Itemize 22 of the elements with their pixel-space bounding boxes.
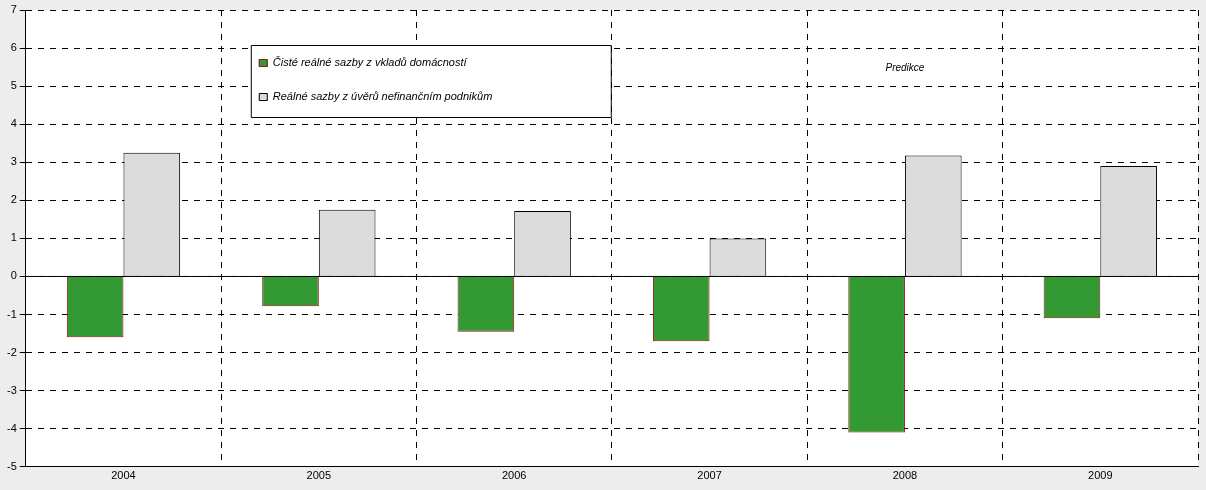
x-tick-label: 2004 bbox=[111, 469, 136, 482]
y-tick-label: 3 bbox=[10, 155, 17, 168]
y-tick-label: 5 bbox=[10, 79, 17, 92]
y-tick-label: -4 bbox=[7, 421, 17, 434]
annotation: Predikce bbox=[885, 61, 925, 73]
x-tick-label: 2009 bbox=[1088, 469, 1113, 482]
legend-label: Reálné sazby z úvěrů nefinančním podnikům bbox=[272, 90, 493, 103]
legend-label: Čisté reálné sazby z vkladů domácností bbox=[272, 56, 468, 69]
y-tick-label: -3 bbox=[7, 383, 17, 396]
y-tick-label: 1 bbox=[10, 231, 17, 244]
y-tick-label: 6 bbox=[10, 41, 17, 54]
y-tick-label: -2 bbox=[7, 345, 17, 358]
x-tick-label: 2005 bbox=[306, 469, 332, 482]
y-tick-label: 0 bbox=[10, 269, 17, 282]
y-tick-label: 4 bbox=[10, 117, 17, 130]
y-tick-label: -5 bbox=[7, 459, 17, 472]
x-tick-label: 2006 bbox=[501, 469, 527, 482]
y-tick-label: 7 bbox=[10, 3, 17, 16]
y-tick-label: 2 bbox=[10, 193, 17, 206]
x-tick-label: 2008 bbox=[892, 469, 918, 482]
x-tick-label: 2007 bbox=[697, 469, 722, 482]
y-tick-label: -1 bbox=[7, 307, 17, 320]
